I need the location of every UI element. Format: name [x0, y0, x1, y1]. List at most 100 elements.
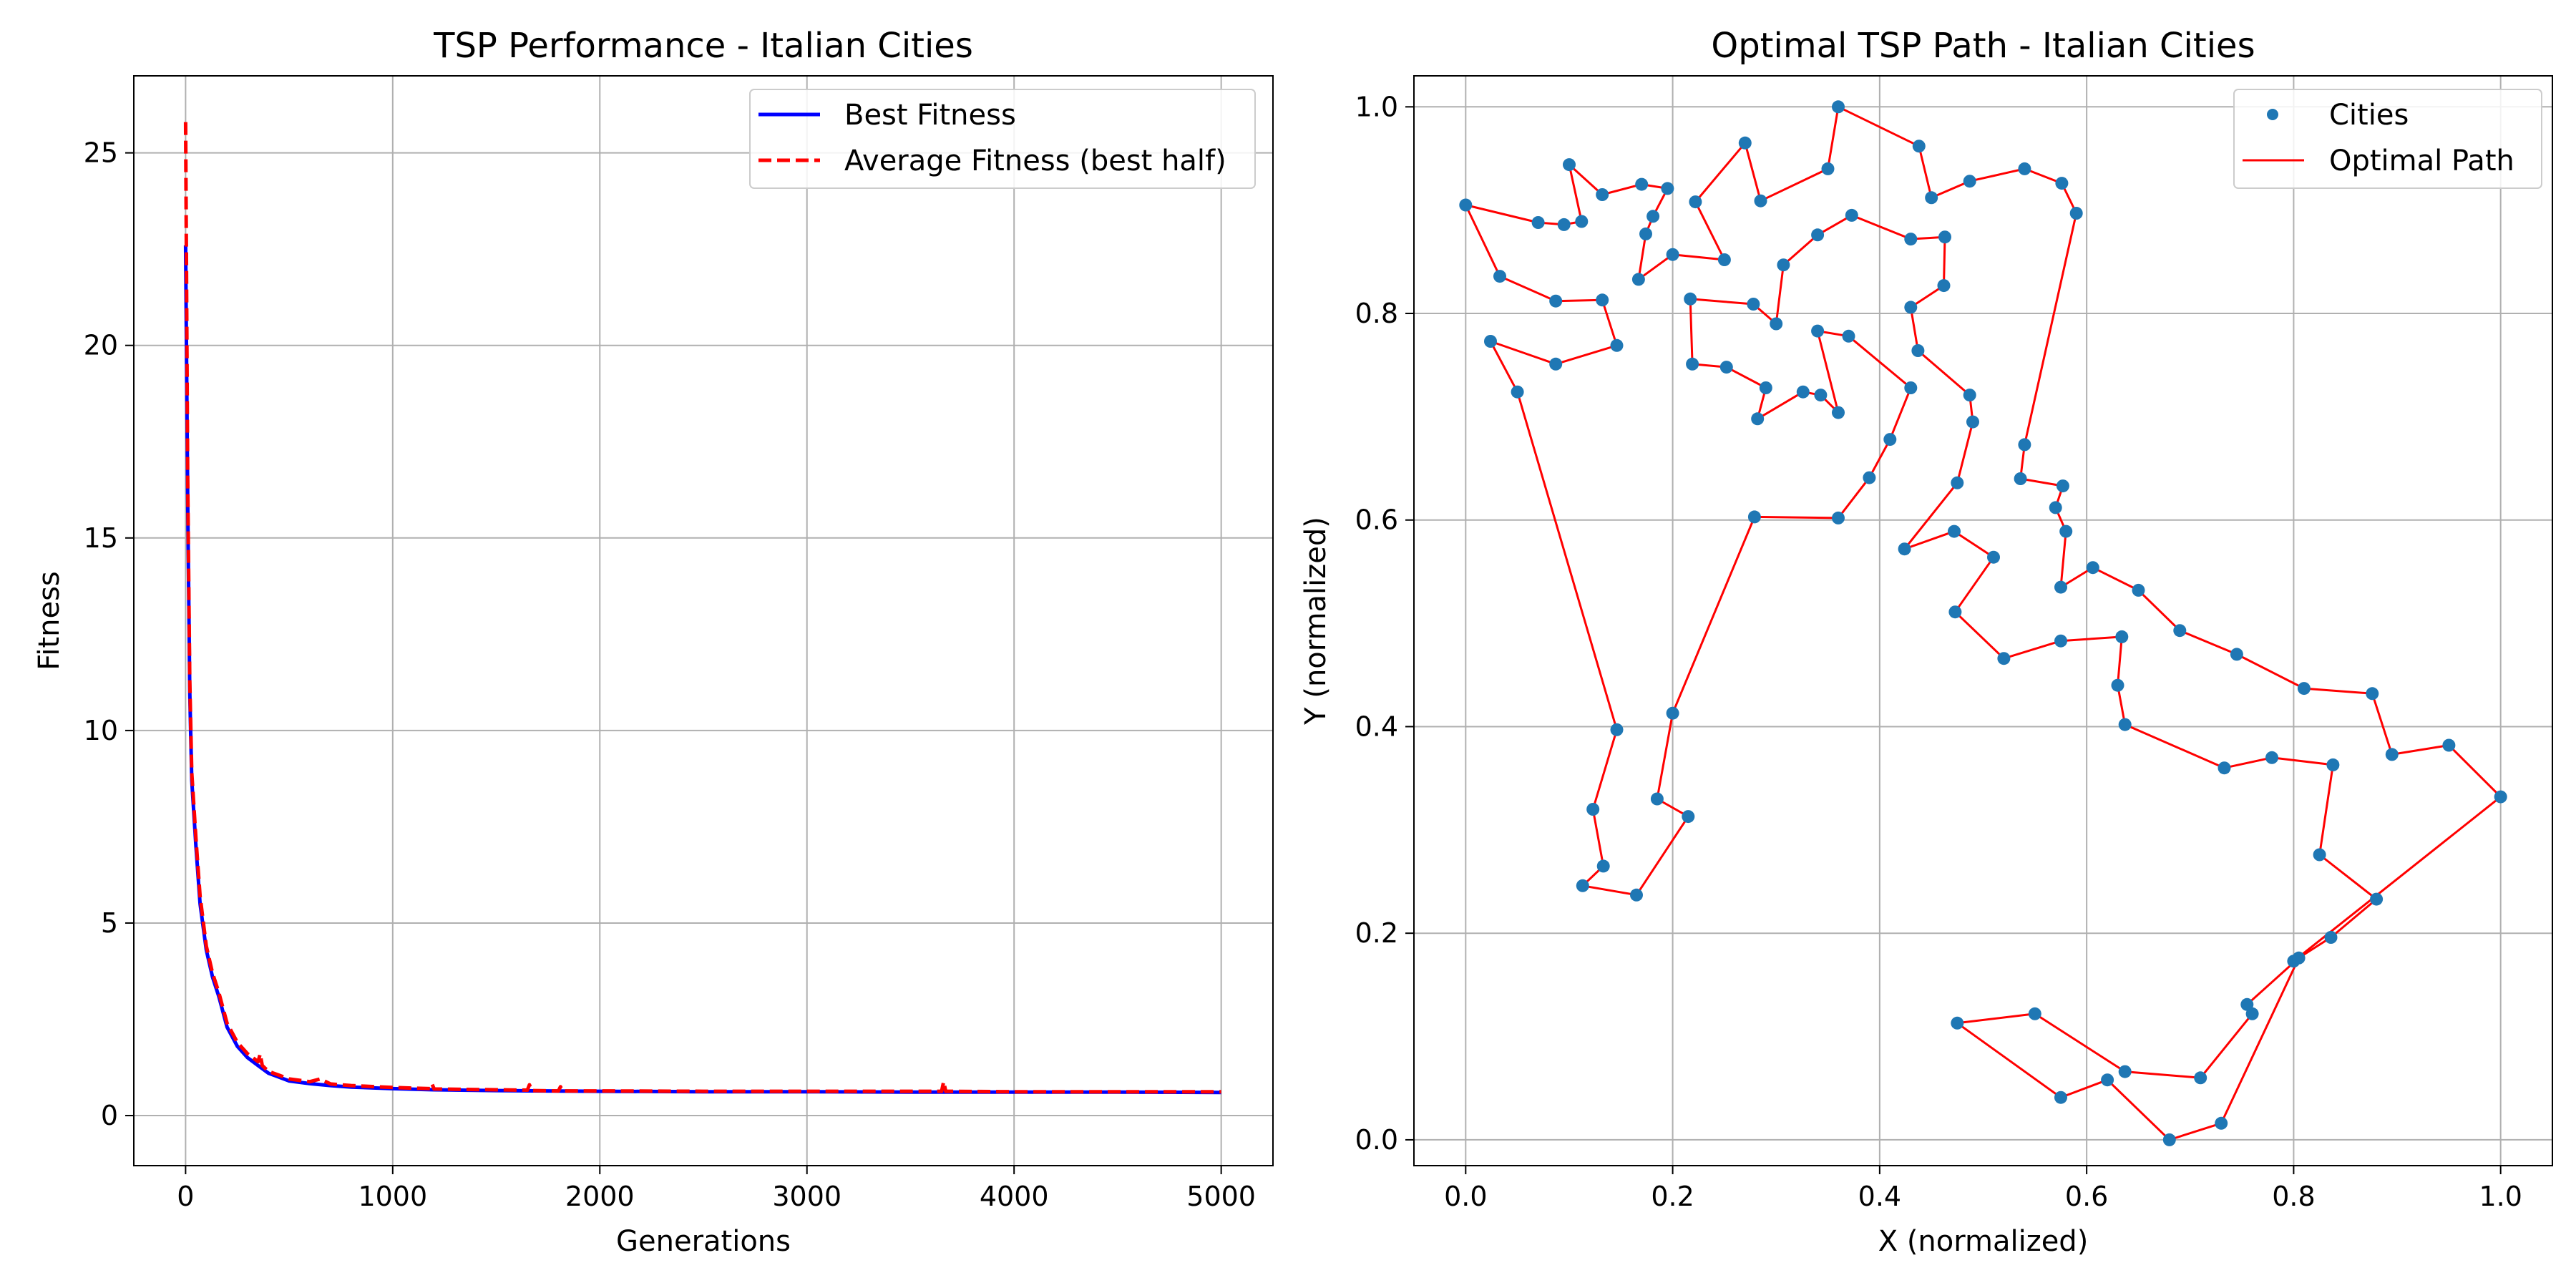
- x-tick-label: 0: [177, 1181, 194, 1212]
- tsp-legend-box: [2233, 89, 2542, 189]
- city-marker: [1751, 412, 1765, 426]
- city-marker: [1863, 471, 1876, 484]
- city-marker: [2265, 751, 2278, 764]
- city-marker: [2132, 583, 2145, 597]
- city-marker: [2055, 177, 2069, 190]
- city-marker: [1904, 381, 1918, 394]
- city-marker: [2111, 678, 2124, 692]
- city-marker: [1997, 652, 2011, 665]
- city-marker: [1684, 292, 1697, 306]
- y-tick-label: 5: [101, 907, 118, 939]
- legend-cities-label: Cities: [2329, 99, 2409, 132]
- city-marker: [1646, 210, 1660, 223]
- city-marker: [1777, 258, 1790, 272]
- city-marker: [1557, 218, 1571, 231]
- fitness-ticks: 0 1000 2000 3000 4000 5000 0 5 10 15 20 25: [84, 137, 1256, 1212]
- city-marker: [2313, 848, 2326, 862]
- city-marker: [1754, 194, 1767, 208]
- city-marker: [1493, 270, 1506, 283]
- city-marker: [1925, 191, 1938, 205]
- city-marker: [2086, 561, 2099, 575]
- city-marker: [2054, 634, 2067, 648]
- fitness-plot-frame: [133, 75, 1274, 1166]
- city-marker: [2218, 761, 2231, 775]
- city-marker: [1963, 175, 1976, 188]
- y-tick-label: 0.4: [1355, 711, 1398, 742]
- y-tick-label: 20: [84, 330, 118, 361]
- city-marker: [1747, 298, 1760, 311]
- city-marker: [2101, 1073, 2114, 1087]
- city-marker: [2240, 997, 2254, 1011]
- city-marker: [1610, 338, 1624, 352]
- city-marker: [1796, 385, 1810, 399]
- city-marker: [1666, 248, 1679, 261]
- city-marker: [1689, 195, 1702, 209]
- city-marker: [1719, 361, 1733, 374]
- city-marker: [1631, 273, 1645, 286]
- city-marker: [2173, 624, 2187, 638]
- city-marker: [2366, 687, 2379, 701]
- fitness-chart: 0 1000 2000 3000 4000 5000 0 5 10 15 20 25 TSP Perf…: [33, 26, 1274, 1258]
- fitness-series-group: [183, 122, 1221, 1095]
- y-tick-label: 10: [84, 715, 118, 746]
- city-marker: [2054, 580, 2067, 594]
- city-marker: [1596, 293, 1609, 307]
- legend-best-fitness-label: Best Fitness: [844, 99, 1016, 132]
- city-marker: [2018, 162, 2031, 175]
- city-marker: [1511, 385, 1524, 399]
- city-marker: [1666, 706, 1679, 720]
- fitness-y-axis-label: Fitness: [33, 571, 66, 670]
- fitness-grid: [134, 76, 1273, 1166]
- city-marker: [1842, 329, 1855, 343]
- city-marker: [1639, 227, 1652, 240]
- legend-average-fitness-label: Average Fitness (best half): [844, 145, 1226, 177]
- city-marker: [2115, 630, 2129, 643]
- tsp-path-chart: 0.0 0.2 0.4 0.6 0.8 1.0 0.0 0.2 0.4 0.6 0.8 1.0 Opt…: [1299, 26, 2553, 1258]
- y-tick-label: 0.6: [1355, 504, 1398, 536]
- city-marker: [2014, 472, 2027, 485]
- x-tick-label: 0.4: [1858, 1181, 1901, 1212]
- fitness-legend: Best Fitness Average Fitness (best half): [749, 89, 1256, 189]
- city-marker: [2056, 479, 2069, 493]
- city-marker: [1832, 406, 1845, 419]
- y-tick-label: 0.8: [1355, 298, 1398, 329]
- legend-optimal-path-label: Optimal Path: [2329, 145, 2514, 177]
- city-marker: [1759, 381, 1772, 394]
- city-marker: [2028, 1007, 2041, 1020]
- city-marker: [1576, 879, 1589, 892]
- city-marker: [1912, 140, 1926, 153]
- city-marker: [1938, 230, 1951, 244]
- legend-cities-swatch: [2267, 109, 2278, 120]
- city-marker: [1682, 810, 1695, 824]
- tsp-x-axis-label: X (normalized): [1878, 1225, 2089, 1258]
- city-marker: [2059, 525, 2073, 538]
- tsp-chart-title: Optimal TSP Path - Italian Cities: [1711, 26, 2255, 66]
- city-marker: [1686, 357, 1699, 371]
- city-marker: [1951, 1016, 1964, 1030]
- y-tick-label: 25: [84, 137, 118, 169]
- city-marker: [1484, 335, 1497, 348]
- city-marker: [1596, 188, 1609, 201]
- x-tick-label: 0.6: [2065, 1181, 2108, 1212]
- x-tick-label: 1000: [358, 1181, 427, 1212]
- city-marker: [2370, 892, 2384, 906]
- y-tick-label: 0: [101, 1100, 118, 1131]
- city-marker: [1717, 253, 1731, 266]
- city-marker: [1904, 233, 1918, 246]
- tsp-y-axis-label: Y (normalized): [1299, 517, 1332, 726]
- city-marker: [1635, 177, 1649, 191]
- x-tick-label: 4000: [980, 1181, 1049, 1212]
- y-tick-label: 0.2: [1355, 917, 1398, 949]
- tsp-series-group: [1459, 100, 2507, 1146]
- fitness-x-axis-label: Generations: [616, 1225, 791, 1258]
- city-marker: [2215, 1116, 2228, 1130]
- tsp-ticks: 0.0 0.2 0.4 0.6 0.8 1.0 0.0 0.2 0.4 0.6 0.8 1.0: [1355, 91, 2522, 1212]
- city-marker: [2385, 748, 2399, 761]
- city-marker: [1951, 476, 1964, 489]
- city-marker: [1845, 208, 1858, 222]
- fitness-legend-box: [749, 89, 1256, 189]
- city-marker: [1661, 182, 1674, 195]
- city-marker: [2054, 1091, 2067, 1104]
